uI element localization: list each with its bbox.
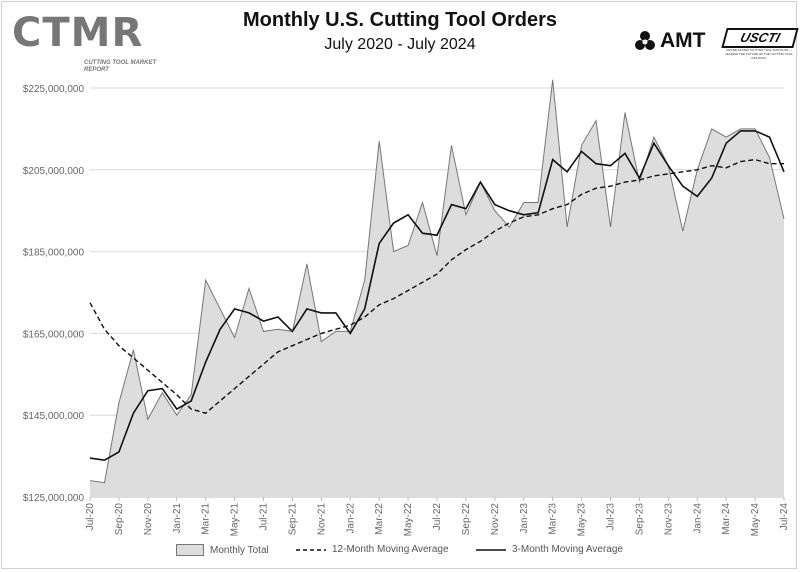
x-tick-label: May-21 [230, 503, 241, 537]
y-tick-label: $165,000,000 [23, 329, 85, 340]
y-tick-label: $185,000,000 [23, 248, 85, 259]
y-tick-label: $225,000,000 [23, 84, 85, 95]
x-tick-label: Jul-22 [432, 503, 443, 531]
logo-text: CTMR [12, 10, 144, 56]
legend-item-12-month: 12-Month Moving Average [296, 544, 449, 555]
x-tick-label: May-23 [577, 503, 588, 537]
chart-subtitle: July 2020 - July 2024 [324, 36, 476, 53]
x-tick-label: Nov-23 [663, 503, 674, 536]
x-tick-label: May-24 [750, 503, 761, 537]
x-tick-label: Jan-22 [345, 503, 356, 534]
y-tick-label: $145,000,000 [23, 411, 85, 422]
x-tick-label: Mar-22 [374, 503, 385, 535]
x-tick-label: Sep-22 [461, 503, 472, 536]
y-tick-label: $205,000,000 [23, 166, 85, 177]
x-tick-label: Jul-24 [779, 503, 790, 531]
x-tick-label: Jan-23 [519, 503, 530, 534]
uscti-subtext: UNITED STATES CUTTING TOOL INSTITUTE — L… [725, 48, 793, 60]
legend-swatch-dashed [296, 548, 326, 551]
legend: Monthly Total 12-Month Moving Average 3-… [0, 544, 800, 562]
series-line-3-month-average [89, 130, 785, 462]
x-tick-label: Sep-20 [114, 503, 125, 536]
legend-label: 3-Month Moving Average [512, 544, 623, 555]
uscti-logo: USCTI UNITED STATES CUTTING TOOL INSTITU… [721, 26, 799, 60]
ctmr-logo: CTMR CUTTING TOOL MARKET REPORT [12, 10, 156, 74]
x-tick-label: Jul-20 [85, 503, 96, 531]
x-tick-label: Jan-24 [692, 503, 703, 534]
x-tick-label: Jan-21 [172, 503, 183, 534]
legend-label: Monthly Total [210, 544, 269, 556]
x-tick-label: Mar-23 [548, 503, 559, 535]
x-tick-label: May-22 [403, 503, 414, 537]
area-monthly-total [90, 79, 784, 498]
x-tick-label: Mar-24 [721, 503, 732, 535]
x-tick-label: Jul-21 [259, 503, 270, 531]
legend-swatch-area [176, 544, 204, 556]
legend-label: 12-Month Moving Average [332, 544, 449, 555]
legend-item-monthly-total: Monthly Total [176, 544, 269, 556]
amt-logo: AMT [634, 28, 706, 54]
x-tick-label: Nov-20 [143, 503, 154, 536]
series-line-12-month-average [89, 158, 784, 414]
y-tick-label: $125,000,000 [23, 493, 85, 504]
legend-item-3-month: 3-Month Moving Average [476, 544, 623, 555]
legend-swatch-solid [476, 548, 506, 551]
amt-icon [635, 31, 655, 50]
x-tick-label: Nov-21 [316, 503, 327, 536]
x-tick-label: Jul-23 [606, 503, 617, 531]
logo-subtext: CUTTING TOOL MARKET REPORT [84, 60, 157, 73]
amt-text: AMT [660, 29, 706, 52]
x-tick-label: Nov-22 [490, 503, 501, 536]
x-tick-label: Mar-21 [201, 503, 212, 535]
x-tick-label: Sep-21 [287, 503, 298, 536]
x-tick-label: Sep-23 [634, 503, 645, 536]
chart-title: Monthly U.S. Cutting Tool Orders [242, 9, 558, 31]
